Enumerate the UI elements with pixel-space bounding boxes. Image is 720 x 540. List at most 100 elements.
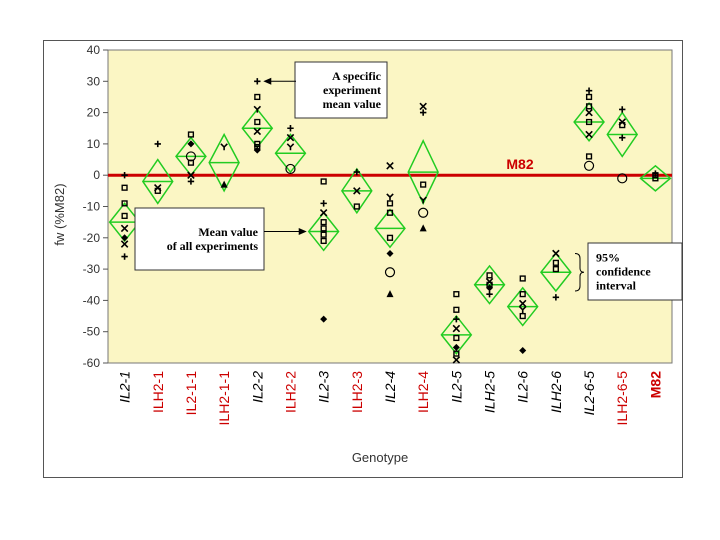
data-point-square: [154, 187, 161, 194]
y-tick-label: -10: [83, 200, 101, 214]
category-label: IL2-1: [117, 371, 133, 403]
annotation-box: [587, 242, 683, 301]
data-point-x: [585, 130, 593, 139]
category-label: IL2-6-5: [581, 371, 597, 416]
plot-area: [107, 49, 673, 364]
data-point-diamond: [187, 140, 195, 148]
data-point-plus: [652, 170, 659, 177]
data-point-square: [386, 234, 394, 241]
data-point-circle: [418, 207, 429, 218]
y-tick-label: -40: [83, 293, 101, 307]
reference-line-label: M82: [506, 156, 533, 172]
data-point-plus: [121, 253, 128, 260]
ci-diamond: [506, 286, 539, 327]
data-point-circle: [185, 151, 197, 162]
data-point-square: [453, 291, 460, 298]
ci-diamond: [141, 158, 174, 205]
data-point-plus: [154, 140, 161, 148]
y-tick-label: -30: [83, 262, 101, 276]
data-point-x: [120, 240, 129, 248]
data-point-square: [585, 93, 593, 101]
data-point-square: [254, 93, 261, 101]
data-point-plus: [254, 78, 261, 85]
category-label: ILH2-3: [349, 371, 365, 413]
ci-diamond: [340, 167, 373, 215]
data-point-y: [518, 306, 527, 313]
data-point-square: [187, 131, 195, 138]
ci-diamond: [573, 102, 605, 142]
data-point-x: [187, 171, 195, 179]
ci-diamond: [374, 208, 406, 249]
data-point-square: [121, 184, 128, 191]
annotation-arrowhead: [263, 77, 272, 85]
category-label: IL2-3: [316, 371, 332, 403]
data-point-square: [585, 153, 593, 160]
data-point-square: [519, 312, 526, 320]
category-label: ILH2-4: [415, 371, 431, 413]
y-tick-label: -60: [83, 356, 101, 370]
y-tick-label: 30: [87, 74, 101, 88]
category-label: IL2-2: [249, 371, 265, 403]
data-point-plus: [353, 168, 361, 176]
category-label: IL2-4: [382, 371, 398, 403]
data-point-square: [320, 237, 327, 245]
data-point-x: [585, 108, 593, 117]
annotation-text: confidence: [596, 265, 651, 279]
data-point-circle: [617, 173, 628, 184]
data-point-square: [420, 181, 427, 188]
data-point-plus: [187, 178, 195, 185]
data-point-square: [585, 118, 593, 126]
data-point-x: [386, 162, 394, 170]
data-point-plus: [619, 106, 626, 113]
data-point-y: [220, 143, 228, 151]
data-point-square: [254, 143, 261, 151]
data-point-x: [120, 224, 129, 233]
annotation-box: [134, 207, 265, 271]
data-point-x: [552, 249, 560, 258]
y-tick-label: 40: [87, 43, 101, 57]
data-point-square: [320, 225, 327, 232]
category-label: M82: [647, 371, 663, 398]
data-point-diamond: [121, 234, 129, 242]
data-point-square: [552, 259, 559, 266]
category-label: IL2-5: [448, 371, 464, 403]
ci-diamond: [606, 111, 639, 158]
data-point-y: [286, 143, 295, 151]
category-label: IL2-1-1: [183, 371, 199, 416]
data-point-plus: [287, 125, 294, 132]
data-point-x: [518, 299, 527, 308]
data-point-square: [519, 275, 526, 282]
annotation-text: interval: [596, 279, 637, 293]
data-point-square: [552, 266, 559, 273]
data-point-x: [452, 356, 461, 364]
category-label: ILH2-6-5: [614, 371, 630, 426]
data-point-square: [320, 231, 327, 238]
data-point-square: [187, 159, 195, 166]
data-point-square: [453, 306, 460, 313]
data-point-square: [254, 118, 261, 126]
category-label: ILH2-1: [150, 371, 166, 413]
y-tick-label: 20: [87, 106, 101, 120]
data-point-square: [486, 272, 493, 279]
data-point-plus: [552, 294, 560, 301]
data-point-x: [485, 277, 494, 286]
ci-diamond: [307, 211, 340, 252]
data-point-diamond: [519, 346, 527, 354]
data-point-y: [253, 105, 262, 113]
ci-diamond: [208, 132, 240, 193]
data-point-x: [618, 118, 627, 126]
ci-diamond: [639, 164, 672, 192]
data-point-square: [386, 200, 394, 207]
data-point-triangle: [220, 180, 228, 188]
annotation-arrowhead: [298, 228, 307, 236]
data-point-plus: [320, 200, 327, 207]
y-tick-label: 10: [87, 137, 101, 151]
data-point-y: [386, 193, 394, 201]
data-point-circle: [583, 160, 595, 171]
data-point-square: [519, 291, 526, 298]
data-point-square: [453, 334, 460, 342]
data-point-plus: [419, 109, 427, 116]
annotation-text: Mean value: [198, 225, 258, 239]
ci-diamond: [274, 133, 307, 174]
